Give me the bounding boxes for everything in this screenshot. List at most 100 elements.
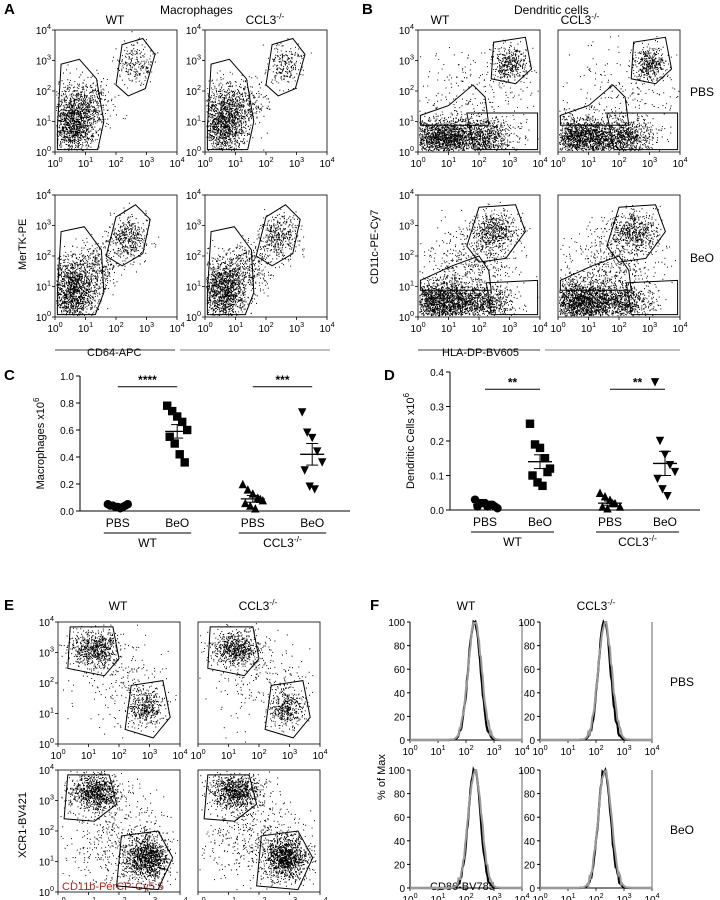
x-tick-label: 100	[50, 747, 65, 762]
panel-label-e: E	[4, 597, 14, 614]
x-tick-label: 101	[228, 155, 243, 170]
y-tick-label: 103	[186, 218, 201, 233]
panel-d-point	[658, 485, 667, 494]
x-tick-label: 103	[616, 743, 631, 758]
panel-c-y-tick-label: 0.2	[60, 480, 74, 491]
y-tick-label: 104	[36, 22, 51, 37]
x-tick-label: 100	[402, 743, 417, 758]
y-tick-label: 104	[39, 614, 54, 629]
panel-d-y-tick-label: 0.1	[430, 472, 444, 483]
panel-c-point	[305, 482, 314, 491]
panel-c-point	[241, 498, 250, 508]
x-tick-label: 102	[471, 155, 486, 170]
event-dots	[199, 623, 314, 743]
panel-d-point	[595, 488, 605, 497]
y-tick-label: 101	[39, 706, 54, 721]
y-tick-label: 101	[36, 279, 51, 294]
panel-d-point	[525, 419, 535, 428]
y-tick-label: 100	[39, 884, 54, 899]
x-tick-label: 101	[78, 155, 93, 170]
y-tick-label: 80	[394, 642, 406, 653]
y-tick-label: 104	[186, 22, 201, 37]
x-tick-label: 104	[169, 155, 184, 170]
panel-c-group-label: BeO	[300, 516, 324, 530]
histogram-gray	[540, 621, 652, 741]
panel-d-plot: 0.0 0.1 0.2 0.3 0.4 Dendritic Cells x106 ** ** P…	[402, 368, 700, 549]
panel-d-ylabel: Dendritic Cells x106	[402, 392, 417, 489]
x-tick-label: 103	[282, 895, 297, 900]
x-tick-label: 102	[251, 895, 266, 900]
panel-c-y-tick-label: 0.4	[60, 453, 74, 464]
gate-1	[419, 84, 490, 126]
y-tick-label: 101	[186, 279, 201, 294]
x-tick-label: 100	[410, 320, 425, 335]
x-tick-label: 104	[319, 155, 334, 170]
panel-c-point	[168, 406, 177, 416]
panel-c-point	[303, 428, 312, 437]
x-tick-label: 104	[532, 155, 547, 170]
y-tick-label: 0	[399, 736, 405, 747]
panel-d-point	[530, 440, 540, 449]
x-tick-label: 103	[616, 891, 631, 900]
gate-1	[56, 58, 105, 151]
panel-c-ylabel: Macrophages x106	[32, 397, 47, 489]
x-tick-label: 100	[532, 891, 547, 900]
y-tick-label: 102	[399, 83, 414, 98]
panel-c-group-label: PBS	[106, 516, 130, 530]
event-dots	[59, 624, 177, 739]
histogram-black	[410, 619, 522, 742]
x-tick-label: 101	[221, 895, 236, 900]
y-tick-label: 100	[388, 618, 405, 629]
event-dots	[419, 39, 539, 152]
x-tick-label: 102	[458, 891, 473, 900]
x-tick-label: 100	[50, 895, 65, 900]
histogram-gray	[410, 621, 522, 741]
panel-b-col-title: WT	[431, 13, 450, 27]
gate-2	[116, 830, 174, 891]
x-tick-label: 100	[197, 155, 212, 170]
panel-c-point	[173, 412, 182, 421]
panel-f-xlabel: CD86-BV785	[430, 881, 495, 893]
gate-2	[466, 112, 539, 151]
x-tick-label: 103	[139, 320, 154, 335]
panel-c-point	[318, 458, 327, 467]
panel-b-wt-beo: 100 101 102 103 104 100 101 102 103 104	[399, 187, 548, 335]
x-tick-label: 102	[111, 747, 126, 762]
panel-b-xlabel: HLA-DP-BV605	[442, 347, 519, 359]
x-tick-label: 104	[169, 320, 184, 335]
y-tick-label: 60	[524, 813, 536, 824]
x-tick-label: 101	[560, 743, 575, 758]
panel-c-point	[170, 439, 179, 448]
panel-c-sig-label: ***	[275, 373, 289, 387]
event-dots	[56, 31, 159, 152]
y-tick-label: 60	[524, 665, 536, 676]
y-tick-label: 100	[518, 766, 535, 777]
y-tick-label: 100	[36, 144, 51, 159]
x-tick-label: 104	[672, 155, 687, 170]
panel-c-group-label: PBS	[241, 516, 265, 530]
panel-c-point	[165, 432, 174, 441]
x-tick-label: 103	[502, 320, 517, 335]
y-tick-label: 100	[186, 309, 201, 324]
panel-b-title: Dendritic cells	[514, 3, 589, 17]
generated-plots: WT CCL3-/-100 101 102 103 1041001011021031041…	[32, 11, 714, 900]
panel-c-y-tick-label: 0.6	[60, 426, 74, 437]
y-tick-label: 101	[39, 854, 54, 869]
x-tick-label: 102	[108, 155, 123, 170]
x-tick-label: 101	[441, 155, 456, 170]
gate-2	[256, 830, 314, 891]
gate-2	[264, 680, 311, 739]
panel-f-col-title: CCL3-/-	[577, 597, 616, 613]
x-tick-label: 104	[312, 895, 327, 900]
panel-label-b: B	[362, 1, 373, 18]
panel-c-y-tick-label: 0.0	[60, 507, 74, 518]
panel-b-col-title: CCL3-/-	[561, 11, 600, 27]
panel-d-point	[655, 436, 665, 446]
event-dots	[419, 201, 539, 317]
x-tick-label: 104	[312, 747, 327, 762]
y-tick-label: 20	[394, 712, 406, 723]
panel-d-point	[538, 481, 547, 491]
x-tick-label: 101	[441, 320, 456, 335]
gate-1	[206, 58, 255, 151]
